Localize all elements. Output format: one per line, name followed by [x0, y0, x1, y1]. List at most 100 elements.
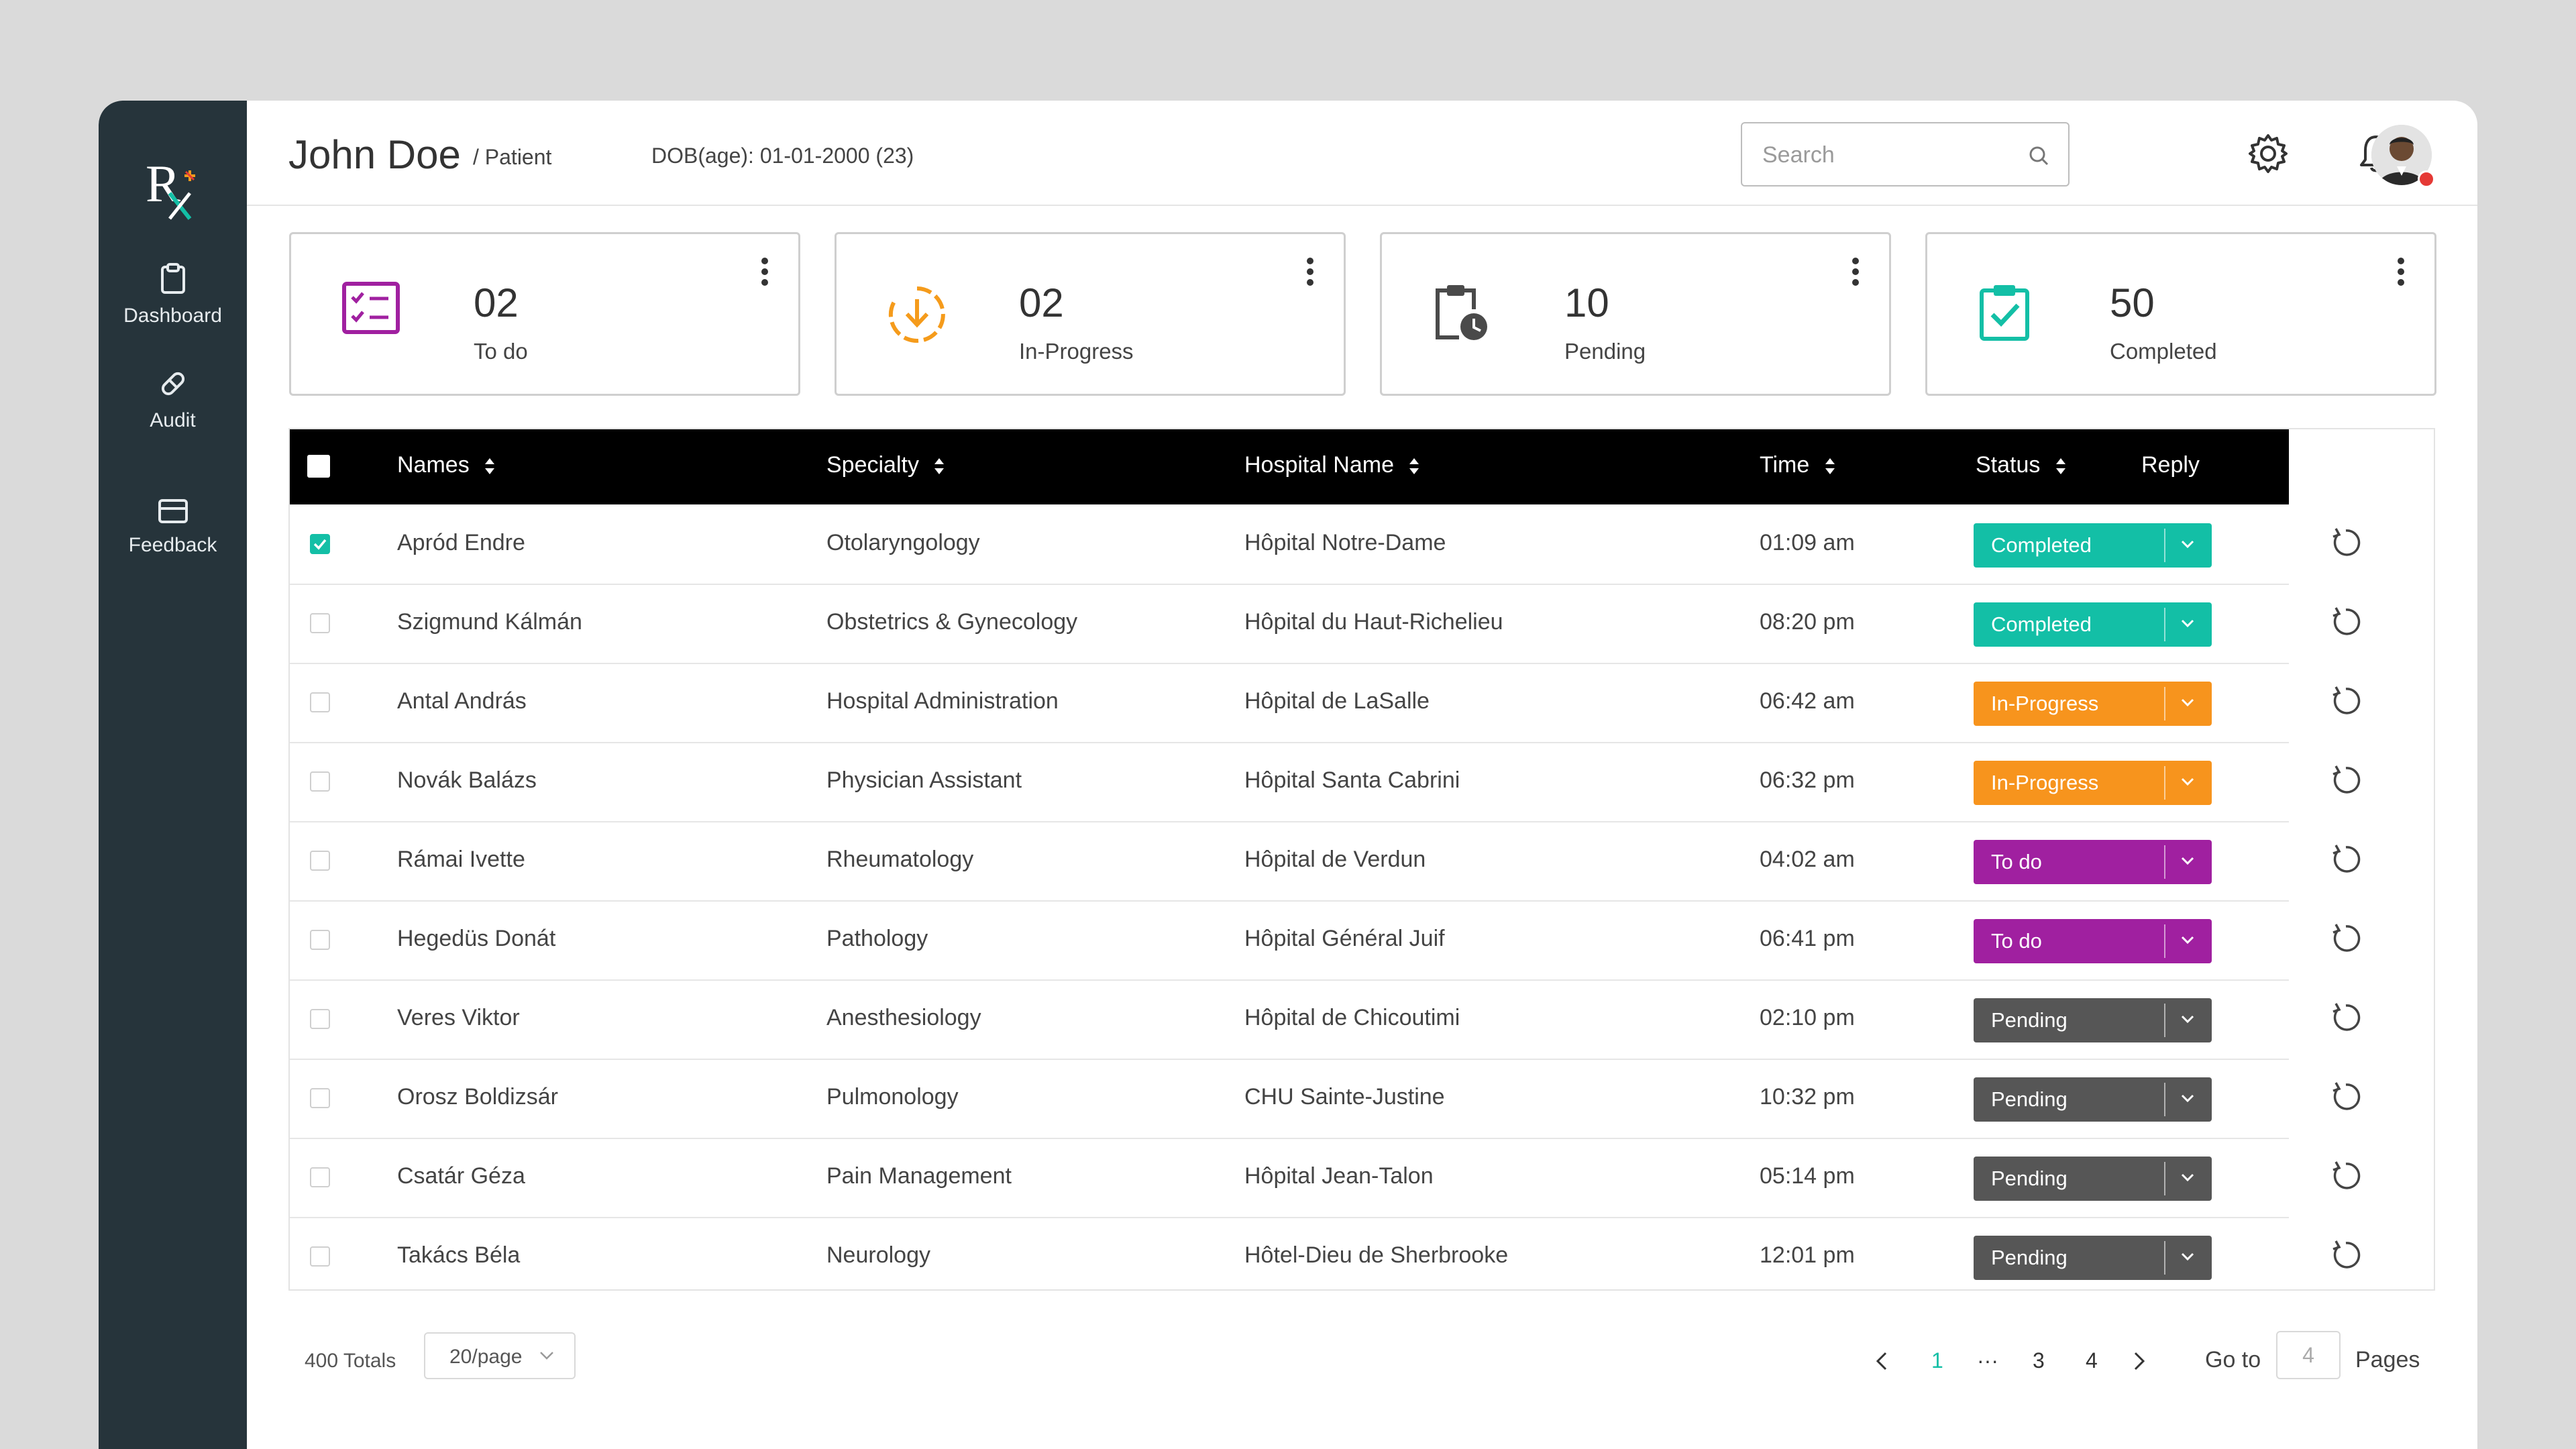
- prev-page-icon[interactable]: [1875, 1351, 1888, 1371]
- patient-table: Names Specialty Hospital Name Time Statu…: [288, 428, 2435, 1291]
- cell-hospital: Hôpital Santa Cabrini: [1244, 767, 1460, 793]
- page-1[interactable]: 1: [1931, 1348, 1943, 1373]
- cell-specialty: Physician Assistant: [826, 767, 1022, 793]
- kebab-menu-icon[interactable]: [2397, 257, 2405, 286]
- reply-icon[interactable]: [2329, 605, 2363, 639]
- column-header-specialty[interactable]: Specialty: [826, 452, 945, 478]
- cell-hospital: Hôpital de Chicoutimi: [1244, 1005, 1460, 1030]
- cell-hospital: CHU Sainte-Justine: [1244, 1084, 1445, 1110]
- table-row: Orosz Boldizsár Pulmonology CHU Sainte-Jus…: [290, 1059, 2361, 1139]
- stat-label: To do: [474, 339, 528, 364]
- chevron-down-icon: [2181, 777, 2194, 786]
- cell-time: 01:09 am: [1760, 530, 1855, 555]
- table-row: Rámai Ivette Rheumatology Hôpital de Verdu…: [290, 821, 2361, 902]
- status-dropdown[interactable]: Pending: [1974, 1077, 2212, 1122]
- cell-time: 12:01 pm: [1760, 1242, 1855, 1268]
- cell-name: Rámai Ivette: [397, 847, 525, 872]
- pages-label: Pages: [2355, 1347, 2420, 1373]
- cell-specialty: Pain Management: [826, 1163, 1012, 1189]
- patient-role: / Patient: [473, 145, 552, 169]
- row-checkbox[interactable]: [310, 692, 330, 712]
- sort-icon[interactable]: [2055, 457, 2067, 476]
- status-label: Pending: [1991, 1008, 2068, 1032]
- row-checkbox[interactable]: [310, 613, 330, 633]
- status-dropdown[interactable]: Pending: [1974, 1157, 2212, 1201]
- status-dropdown[interactable]: Completed: [1974, 602, 2212, 647]
- sort-icon[interactable]: [1408, 457, 1420, 476]
- row-checkbox[interactable]: [310, 1009, 330, 1029]
- table-row: Apród Endre Otolaryngology Hôpital Notre-D…: [290, 504, 2361, 585]
- search-input[interactable]: [1761, 136, 2019, 174]
- reply-icon[interactable]: [2329, 1238, 2363, 1272]
- sort-icon[interactable]: [1824, 457, 1836, 476]
- row-checkbox[interactable]: [310, 771, 330, 792]
- status-dropdown[interactable]: In-Progress: [1974, 682, 2212, 726]
- table-row: Csatár Géza Pain Management Hôpital Jean-T…: [290, 1138, 2361, 1218]
- select-all-checkbox[interactable]: [307, 455, 330, 478]
- stat-label: In-Progress: [1019, 339, 1134, 364]
- row-checkbox[interactable]: [310, 930, 330, 950]
- row-checkbox[interactable]: [310, 534, 330, 554]
- status-dropdown[interactable]: Pending: [1974, 1236, 2212, 1280]
- reply-icon[interactable]: [2329, 526, 2363, 559]
- reply-icon[interactable]: [2329, 1001, 2363, 1034]
- table-header: Names Specialty Hospital Name Time Statu…: [290, 429, 2289, 504]
- table-row: Takács Béla Neurology Hôtel-Dieu de Sherbr…: [290, 1217, 2361, 1296]
- kebab-menu-icon[interactable]: [761, 257, 769, 286]
- status-dropdown[interactable]: Completed: [1974, 523, 2212, 568]
- card-icon: [158, 499, 188, 523]
- table-row: Szigmund Kálmán Obstetrics & Gynecology Hô…: [290, 584, 2361, 664]
- next-page-icon[interactable]: [2133, 1351, 2146, 1371]
- page-4[interactable]: 4: [2086, 1348, 2098, 1373]
- status-dropdown[interactable]: To do: [1974, 840, 2212, 884]
- table-row: Hegedüs Donát Pathology Hôpital Général Ju…: [290, 900, 2361, 981]
- column-header-status[interactable]: Status: [1976, 452, 2067, 478]
- cell-specialty: Pulmonology: [826, 1084, 959, 1110]
- goto-page-input[interactable]: [2276, 1331, 2341, 1379]
- status-divider: [2164, 1241, 2165, 1275]
- status-dropdown[interactable]: Pending: [1974, 998, 2212, 1042]
- kebab-menu-icon[interactable]: [1306, 257, 1314, 286]
- sidebar-item-label: Audit: [150, 409, 196, 431]
- page-3[interactable]: 3: [2033, 1348, 2045, 1373]
- table-row: Antal András Hospital Administration Hôpit…: [290, 663, 2361, 743]
- sort-icon[interactable]: [933, 457, 945, 476]
- cell-specialty: Otolaryngology: [826, 530, 980, 555]
- rx-logo: R: [143, 154, 207, 221]
- page-ellipsis[interactable]: ···: [1977, 1348, 1998, 1373]
- row-checkbox[interactable]: [310, 1246, 330, 1267]
- column-header-hospital[interactable]: Hospital Name: [1244, 452, 1420, 478]
- stat-card-completed: 50 Completed: [1925, 232, 2436, 396]
- status-dropdown[interactable]: To do: [1974, 919, 2212, 963]
- clipboard-icon: [160, 263, 185, 294]
- chevron-down-icon: [2181, 619, 2194, 628]
- reply-icon[interactable]: [2329, 843, 2363, 876]
- cell-hospital: Hôpital de Verdun: [1244, 847, 1426, 872]
- cell-name: Hegedüs Donát: [397, 926, 556, 951]
- column-header-time[interactable]: Time: [1760, 452, 1836, 478]
- search-icon[interactable]: [2028, 145, 2049, 166]
- reply-icon[interactable]: [2329, 763, 2363, 797]
- stat-card-pending: 10 Pending: [1380, 232, 1891, 396]
- sidebar-item-feedback[interactable]: Feedback: [99, 498, 247, 557]
- reply-icon[interactable]: [2329, 922, 2363, 955]
- sidebar-item-audit[interactable]: Audit: [99, 368, 247, 432]
- status-divider: [2164, 1162, 2165, 1195]
- sidebar-item-dashboard[interactable]: Dashboard: [99, 263, 247, 327]
- reply-icon[interactable]: [2329, 684, 2363, 718]
- sort-icon[interactable]: [484, 457, 496, 476]
- gear-icon[interactable]: [2247, 133, 2289, 174]
- kebab-menu-icon[interactable]: [1851, 257, 1860, 286]
- search-box[interactable]: [1741, 122, 2070, 186]
- column-header-names[interactable]: Names: [397, 452, 496, 478]
- row-checkbox[interactable]: [310, 1088, 330, 1108]
- reply-icon[interactable]: [2329, 1159, 2363, 1193]
- reply-icon[interactable]: [2329, 1080, 2363, 1114]
- status-dropdown[interactable]: In-Progress: [1974, 761, 2212, 805]
- cell-name: Antal András: [397, 688, 527, 714]
- row-checkbox[interactable]: [310, 851, 330, 871]
- stat-card-in-progress: 02 In-Progress: [835, 232, 1346, 396]
- row-checkbox[interactable]: [310, 1167, 330, 1187]
- status-label: Pending: [1991, 1167, 2068, 1190]
- per-page-select[interactable]: 20/page: [424, 1332, 576, 1379]
